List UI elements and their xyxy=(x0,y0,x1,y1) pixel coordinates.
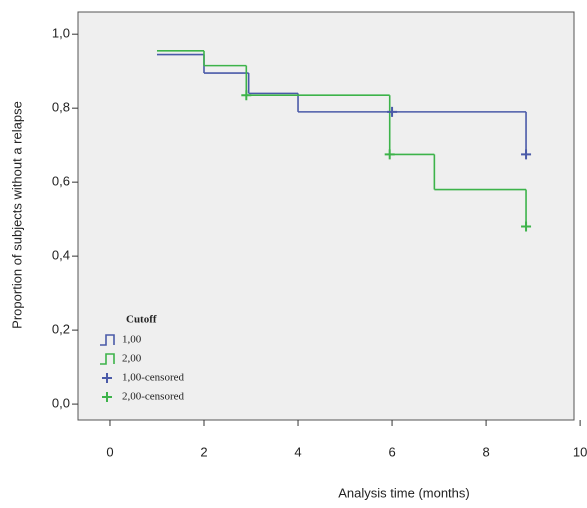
x-tick-label: 2 xyxy=(200,444,207,459)
legend-label: 1,00-censored xyxy=(122,372,185,384)
y-axis-title: Proportion of subjects without a relapse xyxy=(9,101,24,329)
plot-area xyxy=(77,11,575,421)
censor-mark xyxy=(521,221,532,232)
y-tick-label: 0,2 xyxy=(52,322,70,337)
y-tick-label: 0,6 xyxy=(52,174,70,189)
legend-swatch xyxy=(100,353,115,365)
x-tick-label: 0 xyxy=(106,444,113,459)
censor-mark xyxy=(384,149,395,160)
legend-label: 2,00-censored xyxy=(122,391,185,403)
y-tick-label: 0,4 xyxy=(52,248,70,263)
censor-mark xyxy=(241,90,252,101)
legend-swatch xyxy=(100,334,115,346)
censor-mark xyxy=(387,106,398,117)
legend-swatch xyxy=(102,392,112,402)
x-tick-label: 8 xyxy=(482,444,489,459)
legend-label: 2,00 xyxy=(122,353,142,365)
censor-mark xyxy=(521,149,532,160)
x-tick-label: 4 xyxy=(294,444,301,459)
legend-swatch xyxy=(102,373,112,383)
x-tick-label: 6 xyxy=(388,444,395,459)
x-axis-title: Analysis time (months) xyxy=(338,485,469,500)
y-tick-label: 0,0 xyxy=(52,396,70,411)
x-tick-label: 10 xyxy=(573,444,587,459)
legend-label: 1,00 xyxy=(122,334,142,346)
legend-title: Cutoff xyxy=(126,314,157,326)
y-tick-label: 0,8 xyxy=(52,100,70,115)
y-tick-label: 1,0 xyxy=(52,26,70,41)
